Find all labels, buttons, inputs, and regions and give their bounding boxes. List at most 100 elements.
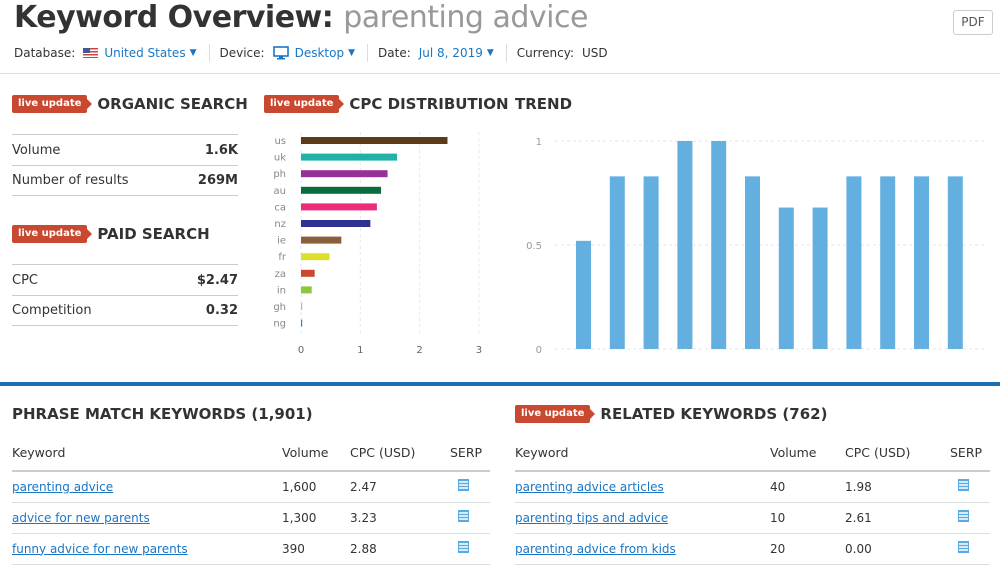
organic-search-header: live update ORGANIC SEARCH	[12, 95, 248, 113]
category-label: za	[275, 269, 286, 280]
bar-nz	[301, 220, 371, 227]
serp-icon[interactable]	[458, 541, 469, 553]
trend-bar	[778, 207, 794, 349]
y-tick-label: 0	[536, 345, 542, 356]
metric-label: Number of results	[12, 173, 129, 188]
category-label: ie	[277, 236, 286, 247]
section-title: PAID SEARCH	[97, 225, 210, 243]
volume-cell: 20	[770, 533, 845, 565]
metric-row: Volume 1.6K	[12, 134, 238, 165]
keyword-link[interactable]: parenting advice	[12, 479, 114, 494]
cpc-distribution-chart: 0 1 2 3 us uk ph au ca nz ie fr za in gh ng	[273, 132, 482, 356]
y-tick-label: 1	[536, 137, 542, 148]
column-header[interactable]: SERP	[450, 435, 490, 472]
metric-value: 269M	[197, 173, 238, 188]
divider	[208, 44, 210, 62]
bar-ph	[301, 170, 388, 178]
metric-value: $2.47	[196, 272, 238, 288]
bar-ie	[301, 236, 342, 244]
bar-gh	[301, 303, 303, 310]
currency-label: Currency:	[516, 46, 575, 60]
trend-bar	[576, 240, 591, 349]
bar-us	[301, 137, 448, 144]
category-label: nz	[274, 219, 286, 230]
trend-bar	[609, 176, 625, 349]
chevron-down-icon[interactable]: ▼	[486, 48, 494, 58]
bar-in	[301, 286, 312, 294]
volume-cell: 1,300	[282, 502, 350, 534]
title-keyword: parenting advice	[343, 0, 588, 35]
title-label: Keyword Overview:	[14, 0, 334, 35]
bar-za	[301, 269, 315, 277]
live-update-badge: live update	[515, 405, 596, 423]
x-tick-label: 3	[476, 345, 482, 356]
cpc-cell: 2.88	[350, 533, 450, 565]
section-divider	[0, 382, 1000, 386]
section-title: TREND	[515, 95, 573, 113]
cpc-cell: 0.00	[845, 533, 950, 565]
table-row: parenting advice from kids 20 0.00	[515, 533, 990, 565]
device-label: Device:	[219, 46, 265, 60]
bar-au	[301, 186, 382, 194]
chevron-down-icon[interactable]: ▼	[189, 48, 197, 58]
trend-bar	[947, 176, 963, 349]
currency-value: USD	[582, 46, 608, 60]
column-header[interactable]: CPC (USD)	[350, 435, 450, 472]
keyword-link[interactable]: parenting advice articles	[515, 479, 664, 494]
table-row: advice for new parents 1,300 3.23	[12, 502, 490, 534]
serp-icon[interactable]	[458, 479, 469, 492]
column-header[interactable]: SERP	[950, 435, 990, 472]
chevron-down-icon[interactable]: ▼	[348, 48, 356, 58]
category-label: ph	[273, 169, 286, 180]
paid-search-header: live update PAID SEARCH	[12, 225, 210, 243]
trend-bar	[711, 141, 727, 349]
cpc-distribution-header: live update CPC DISTRIBUTION	[264, 95, 509, 113]
divider	[505, 44, 507, 62]
database-select[interactable]: United States	[104, 46, 186, 60]
column-header[interactable]: Volume	[282, 435, 350, 472]
metric-value: 0.32	[205, 303, 238, 318]
category-label: fr	[278, 252, 287, 263]
bar-fr	[301, 253, 330, 261]
serp-icon[interactable]	[958, 510, 969, 522]
metric-label: Competition	[12, 303, 92, 318]
date-select[interactable]: Jul 8, 2019	[418, 46, 483, 60]
category-label: au	[274, 186, 286, 197]
column-header[interactable]: Keyword	[515, 435, 770, 472]
keyword-link[interactable]: advice for new parents	[12, 510, 150, 525]
keyword-link[interactable]: parenting advice from kids	[515, 541, 676, 556]
column-header[interactable]: Volume	[770, 435, 845, 472]
metric-row: CPC $2.47	[12, 264, 238, 295]
trend-bar	[914, 176, 929, 349]
table-row: parenting advice articles 40 1.98	[515, 471, 990, 503]
x-tick-label: 1	[357, 345, 363, 356]
y-tick-label: 0.5	[526, 241, 542, 252]
column-header[interactable]: Keyword	[12, 435, 282, 472]
metric-label: CPC	[12, 272, 38, 288]
metric-value: 1.6K	[204, 142, 238, 158]
cpc-cell: 2.61	[845, 502, 950, 534]
column-header[interactable]: CPC (USD)	[845, 435, 950, 472]
x-tick-label: 0	[298, 345, 304, 356]
trend-bar	[677, 141, 693, 349]
divider	[0, 73, 1000, 74]
live-update-badge: live update	[12, 95, 93, 113]
x-tick-label: 2	[416, 345, 422, 356]
keyword-link[interactable]: funny advice for new parents	[12, 541, 188, 556]
related-keywords-header: live update RELATED KEYWORDS (762)	[515, 405, 827, 423]
serp-icon[interactable]	[958, 541, 969, 553]
pdf-button[interactable]: PDF	[953, 10, 993, 35]
category-label: in	[277, 285, 286, 296]
cpc-cell: 2.47	[350, 471, 450, 503]
date-label: Date:	[378, 46, 411, 60]
category-label: ng	[273, 319, 286, 330]
trend-chart: 00.51	[526, 137, 985, 356]
device-select[interactable]: Desktop	[294, 46, 345, 60]
live-update-badge: live update	[12, 225, 93, 243]
trend-bar	[745, 176, 760, 349]
divider	[367, 44, 369, 62]
serp-icon[interactable]	[458, 510, 469, 522]
trend-header: TREND	[515, 95, 572, 113]
serp-icon[interactable]	[958, 479, 969, 492]
keyword-link[interactable]: parenting tips and advice	[515, 510, 669, 525]
